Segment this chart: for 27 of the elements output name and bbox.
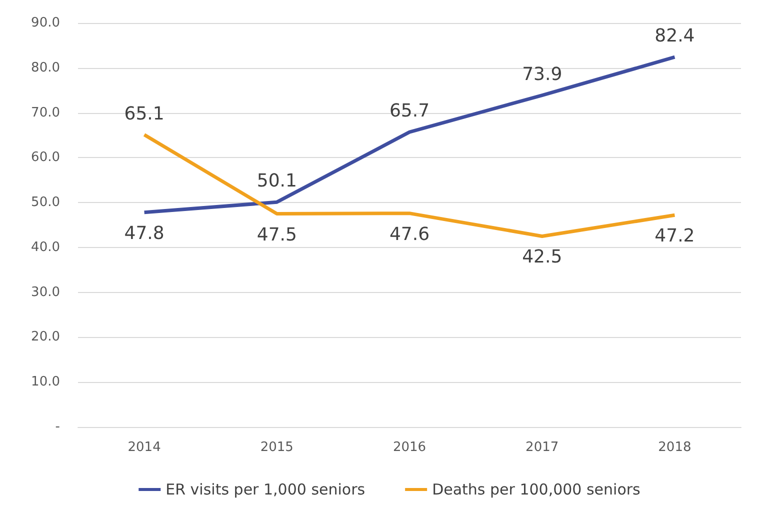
x-tick-label: 2015 — [260, 440, 294, 455]
y-tick-label: 60.0 — [31, 150, 60, 166]
y-tick-label: 50.0 — [31, 195, 60, 210]
y-tick-label: 40.0 — [31, 240, 60, 255]
x-tick-label: 2017 — [526, 440, 559, 455]
legend-label: ER visits per 1,000 seniors — [166, 480, 366, 498]
legend-label: Deaths per 100,000 seniors — [432, 480, 641, 498]
data-label: 47.2 — [654, 226, 695, 247]
x-tick-label: 2014 — [128, 440, 161, 455]
data-label: 47.8 — [124, 222, 164, 244]
data-label: 50.1 — [256, 170, 297, 192]
data-label: 42.5 — [522, 246, 562, 268]
y-tick-label: 90.0 — [31, 16, 60, 30]
y-tick-label: 70.0 — [31, 105, 60, 120]
data-label: 47.5 — [256, 224, 297, 246]
y-tick-label: 30.0 — [31, 284, 60, 300]
y-tick-label: 20.0 — [31, 330, 60, 345]
y-tick-label: 80.0 — [31, 60, 60, 76]
y-tick-label: 10.0 — [31, 374, 60, 390]
data-label: 65.7 — [389, 100, 430, 122]
x-tick-label: 2016 — [392, 440, 426, 455]
data-label: 82.4 — [654, 26, 695, 47]
data-label: 65.1 — [124, 103, 164, 124]
y-tick-label: - — [55, 420, 60, 434]
data-label: 73.9 — [522, 64, 562, 85]
data-label: 47.6 — [389, 224, 430, 245]
x-tick-label: 2018 — [658, 440, 692, 455]
